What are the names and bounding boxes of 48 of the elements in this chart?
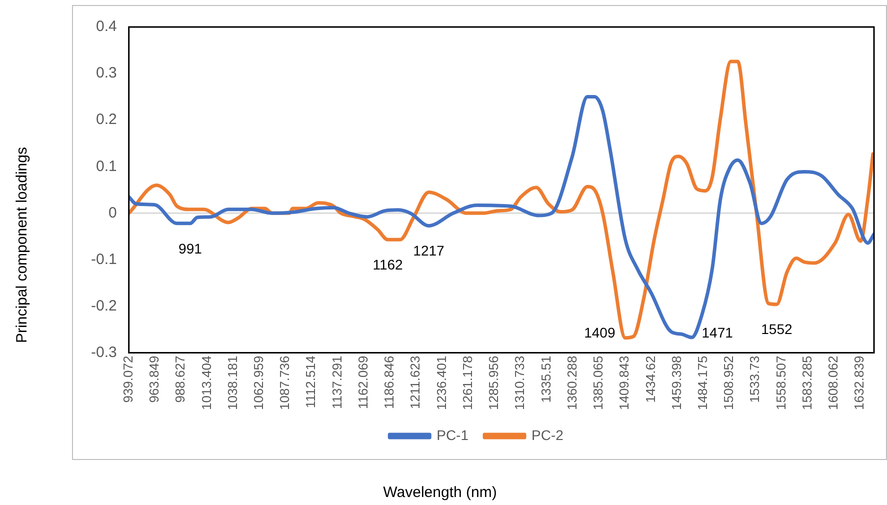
x-tick-label: 1385.065 <box>590 356 606 410</box>
y-tick-label: -0.3 <box>90 344 117 361</box>
x-tick-label: 1285.956 <box>486 356 502 410</box>
x-tick-label: 1310.733 <box>512 356 528 410</box>
x-tick-label: 1112.514 <box>303 356 318 408</box>
y-axis-title: Principal component loadings <box>14 147 30 343</box>
x-tick-label: 1261.178 <box>460 356 475 410</box>
annotation: 1217 <box>413 242 445 259</box>
x-tick-label: 1608.062 <box>826 356 841 410</box>
y-tick-label: -0.2 <box>90 297 117 314</box>
x-tick-label: 1484.175 <box>695 356 710 410</box>
x-tick-label: 1211.623 <box>408 356 423 410</box>
annotation: 1552 <box>761 321 792 338</box>
x-tick-label: 1360.288 <box>564 356 580 410</box>
x-tick-label: 963.849 <box>146 356 162 403</box>
y-tick-label: -0.1 <box>90 250 117 268</box>
y-tick-label: 0 <box>108 204 117 222</box>
x-tick-label: 1137.291 <box>329 356 344 410</box>
x-tick-label: 939.072 <box>120 356 136 403</box>
y-tick-label: 0.3 <box>96 64 117 82</box>
x-tick-label: 1558.507 <box>773 356 788 410</box>
x-tick-label: 1434.62 <box>642 356 658 403</box>
y-tick-label: 0.1 <box>96 158 117 175</box>
annotation: 1409 <box>584 324 616 341</box>
x-tick-label: 1508.952 <box>721 356 736 410</box>
chart-frame: PC-1 PC-2 939.072 963.849 988.627 1013.404 1038.181 1062.959 1087.736 1112.514 1137.291 1162.069 1186.846 1211.623 1236.401 1261.178 1285.956 1310.733 1335.51 1360.288 1385.065 1409.843 1434.62 1459.398 1484.175 1508.952 1533.73 1558.507 1583.285 1608.062 1632.839 -0.3 -0.2 -0.1 0 0.1 0.2 0.3 0.4 991 1162 1217 1409 1471 1552 <box>72 5 887 460</box>
y-tick-label: 0.2 <box>96 111 117 128</box>
annotation: 1162 <box>372 256 404 273</box>
x-tick-label: 1062.959 <box>251 356 266 410</box>
legend-label: PC-1 <box>436 426 469 443</box>
x-tick-label: 1533.73 <box>747 356 762 403</box>
x-tick-label: 988.627 <box>172 356 188 403</box>
x-axis-title: Wavelength (nm) <box>383 484 497 501</box>
y-tick-label: 0.4 <box>96 18 117 36</box>
legend-label: PC-2 <box>532 426 564 443</box>
x-tick-label: 1013.404 <box>198 356 214 410</box>
annotation: 1471 <box>702 324 734 340</box>
x-tick-label: 1335.51 <box>538 356 554 403</box>
x-tick-label: 1087.736 <box>277 356 292 410</box>
x-tick-label: 1162.069 <box>355 356 370 410</box>
x-tick-label: 1459.398 <box>668 356 684 410</box>
x-tick-label: 1409.843 <box>616 356 632 410</box>
x-tick-label: 1236.401 <box>434 356 449 410</box>
x-tick-label: 1583.285 <box>799 356 814 410</box>
x-tick-label: 1038.181 <box>224 356 240 410</box>
annotation: 991 <box>178 240 202 256</box>
x-tick-label: 1186.846 <box>382 356 397 410</box>
x-tick-label: 1632.839 <box>852 356 867 410</box>
